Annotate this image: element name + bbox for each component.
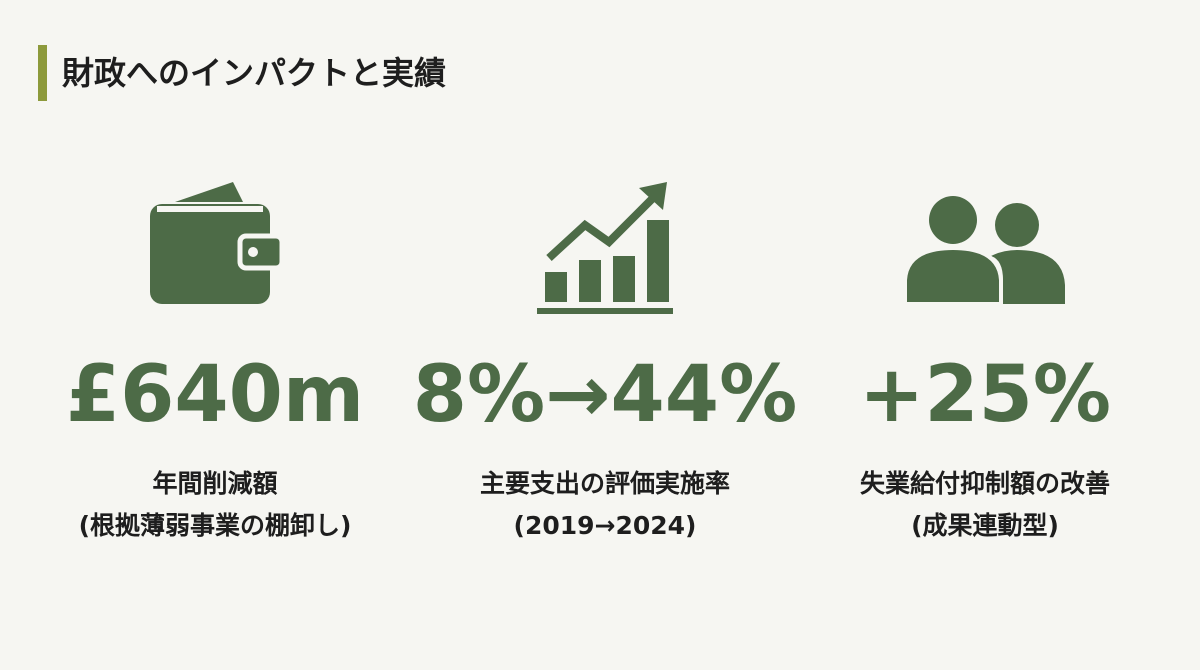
stat-value: 8%→44% [412, 350, 798, 440]
stat-label-main: 主要支出の評価実施率 [479, 469, 730, 498]
stat-label: 主要支出の評価実施率 (2019→2024) [405, 463, 805, 547]
stat-card: £640m 年間削減額 (根拠薄弱事業の棚卸し) [15, 180, 415, 547]
stat-label-main: 年間削減額 [152, 469, 278, 498]
people-icon [902, 196, 1065, 305]
stat-label-note: (2019→2024) [513, 511, 697, 540]
stat-label-note: (成果連動型) [911, 511, 1059, 540]
stat-label: 年間削減額 (根拠薄弱事業の棚卸し) [15, 463, 415, 547]
stat-value: +25% [858, 350, 1112, 440]
stat-label-note: (根拠薄弱事業の棚卸し) [78, 511, 352, 540]
stat-label-main: 失業給付抑制額の改善 [859, 469, 1110, 498]
title-accent [38, 45, 47, 101]
stat-label: 失業給付抑制額の改善 (成果連動型) [785, 463, 1185, 547]
stat-card: 8%→44% 主要支出の評価実施率 (2019→2024) [405, 180, 805, 547]
slide-title: 財政へのインパクトと実績 [62, 54, 447, 92]
wallet-icon [150, 182, 285, 304]
stat-card: +25% 失業給付抑制額の改善 (成果連動型) [785, 180, 1185, 547]
stat-value: £640m [65, 350, 365, 440]
chart-icon [537, 182, 673, 314]
